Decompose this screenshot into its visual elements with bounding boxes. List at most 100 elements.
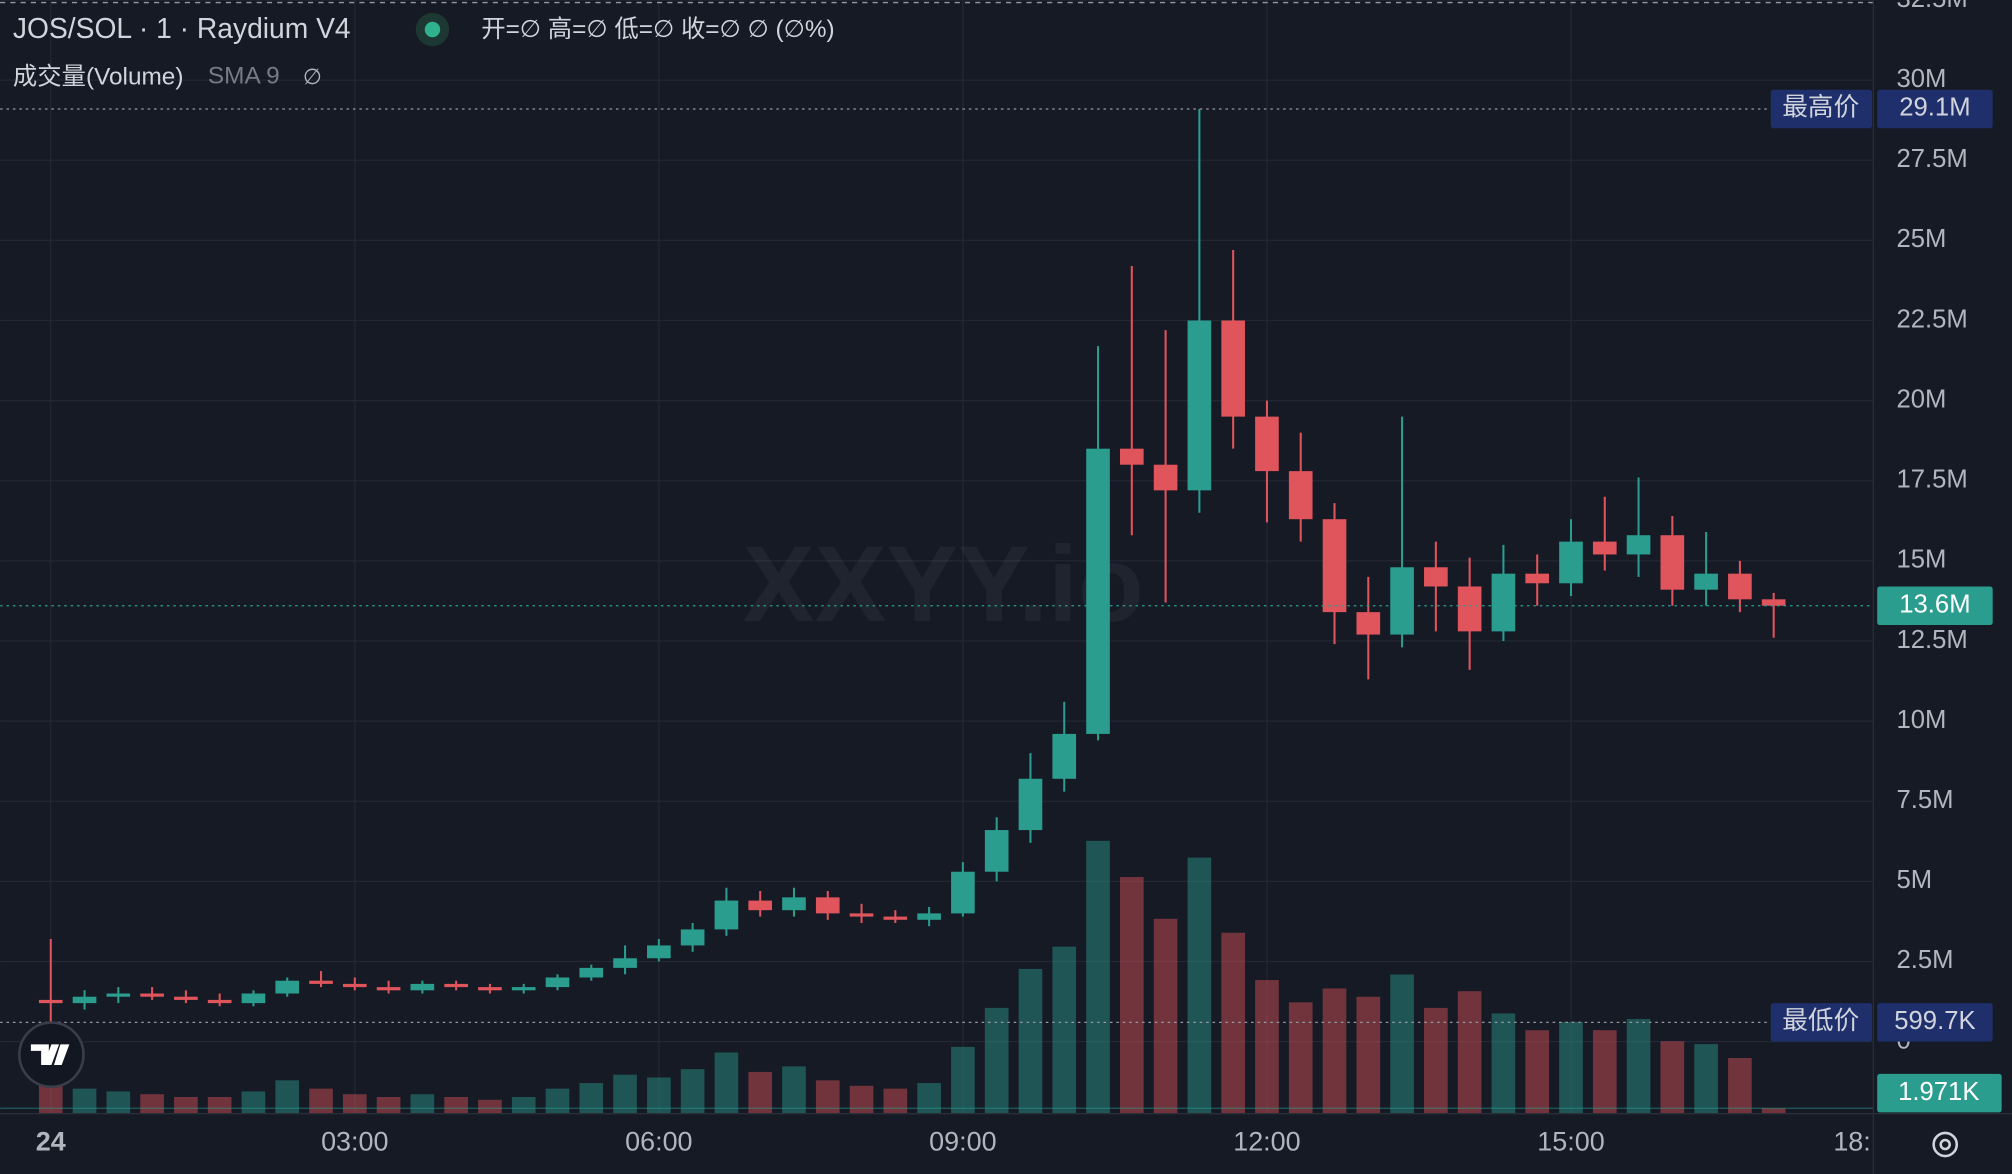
y-tick-label: 32.5M: [1896, 0, 1967, 13]
volume-bar: [1626, 1019, 1651, 1114]
candle-body: [174, 996, 198, 1000]
y-tick-label: 30M: [1896, 65, 1946, 93]
low-marker-tag-box: [1770, 1003, 1873, 1042]
x-tick-label: 18:: [1833, 1126, 1870, 1156]
candle-body: [376, 987, 401, 991]
last-price-box: [1877, 586, 1993, 625]
x-tick-label: 15:00: [1537, 1126, 1604, 1156]
last-price-label: 13.6M: [1899, 591, 1970, 619]
high-marker-value: 29.1M: [1899, 94, 1970, 122]
candle-body: [1525, 573, 1550, 584]
volume-bar: [748, 1071, 773, 1114]
chart-title[interactable]: JOS/SOL · 1 · Raydium V4: [13, 12, 351, 44]
candle-body: [647, 945, 671, 959]
volume-bar: [174, 1096, 198, 1114]
volume-bar: [1018, 968, 1043, 1114]
volume-bar: [1761, 1108, 1786, 1114]
volume-bar: [376, 1096, 401, 1114]
candle-body: [917, 913, 941, 920]
y-tick-label: 12.5M: [1896, 626, 1967, 654]
candle-body: [1457, 586, 1482, 632]
y-tick-label: 25M: [1896, 225, 1946, 253]
volume-bar: [1221, 932, 1245, 1114]
volume-bar: [1153, 918, 1178, 1114]
candle-body: [1491, 573, 1516, 632]
candle-body: [309, 980, 333, 984]
volume-bar: [917, 1083, 941, 1114]
candle-body: [38, 999, 63, 1004]
volume-bar: [444, 1096, 468, 1114]
volume-bar: [782, 1066, 806, 1114]
settings-bg[interactable]: [1875, 1116, 2012, 1174]
grid: [0, 0, 1874, 1114]
candle-body: [1052, 733, 1077, 779]
volume-bar: [545, 1088, 570, 1114]
gear-center: [1939, 1138, 1951, 1151]
volume-bar: [815, 1080, 840, 1114]
candle-body: [241, 993, 266, 1004]
candle-body: [951, 871, 975, 914]
x-tick-label: 06:00: [625, 1126, 692, 1156]
candle-body: [545, 977, 570, 988]
candle-body: [1018, 778, 1043, 831]
volume-bar: [478, 1099, 502, 1114]
candle-body: [680, 929, 705, 946]
candle-body: [613, 958, 637, 968]
high-marker-tag: 最高价: [1782, 93, 1859, 122]
volume-bar: [579, 1083, 604, 1114]
volume-title[interactable]: 成交量(Volume): [13, 64, 184, 91]
y-tick-label: 20M: [1896, 385, 1946, 413]
volume-bar: [1356, 996, 1381, 1114]
high-marker-value-box: [1877, 89, 1993, 129]
candle-body: [579, 967, 604, 978]
candle-body: [714, 900, 739, 930]
candle-body: [1390, 567, 1414, 635]
candle-body: [478, 987, 502, 991]
low-marker-value: 599.7K: [1894, 1007, 1975, 1035]
volume-bar: [410, 1094, 435, 1114]
price-labels: 最高价 29.1M 最低价 599.7K 13.6M 1.971K: [1770, 89, 2002, 1113]
volume-bar: [511, 1096, 536, 1114]
candle-body: [1559, 541, 1583, 584]
gear-outline: [1932, 1131, 1959, 1158]
volume-bar: [1390, 974, 1414, 1114]
candle-body: [410, 983, 435, 991]
candle-body: [511, 987, 536, 991]
candle-body: [106, 993, 131, 997]
x-tick-label: 24: [36, 1126, 66, 1156]
candle-body: [140, 993, 164, 997]
x-tick-label: 12:00: [1233, 1126, 1300, 1156]
low-marker-value-box: [1877, 1003, 1993, 1042]
volume-bar: [1559, 1021, 1583, 1114]
candle-body: [1694, 573, 1718, 590]
y-tick-label: 5M: [1896, 866, 1932, 894]
volume-sma-value: ∅: [303, 64, 322, 89]
y-tick-label: 17.5M: [1896, 466, 1967, 494]
candle-body: [782, 897, 806, 911]
volume-bar: [883, 1088, 908, 1114]
volume-bar: [613, 1074, 637, 1114]
volume-bar: [680, 1069, 705, 1114]
volume-bar: [140, 1094, 164, 1114]
tv-logo[interactable]: [18, 1021, 85, 1089]
candle-body: [1221, 320, 1245, 417]
last-volume-label: 1.971K: [1898, 1078, 1979, 1106]
volume-bar: [241, 1091, 266, 1114]
candle-body: [748, 900, 773, 911]
volume-bar: [1592, 1030, 1617, 1114]
high-marker-tag-box: [1770, 89, 1873, 129]
x-tick-label: 03:00: [321, 1126, 388, 1156]
candle-body: [1356, 612, 1381, 635]
settings-button[interactable]: [1875, 1116, 2012, 1174]
y-tick-label: 2.5M: [1896, 946, 1953, 974]
y-tick-label: 10M: [1896, 706, 1946, 734]
volume-bar: [1288, 1002, 1313, 1114]
volume-bar: [1255, 980, 1279, 1114]
candle-body: [883, 916, 908, 920]
axes: 02.5M5M7.5M10M12.5M15M17.5M20M22.5M25M27…: [36, 0, 1968, 1156]
candle-body: [849, 913, 874, 917]
candle-body: [815, 897, 840, 914]
volume-bar: [1187, 857, 1212, 1114]
